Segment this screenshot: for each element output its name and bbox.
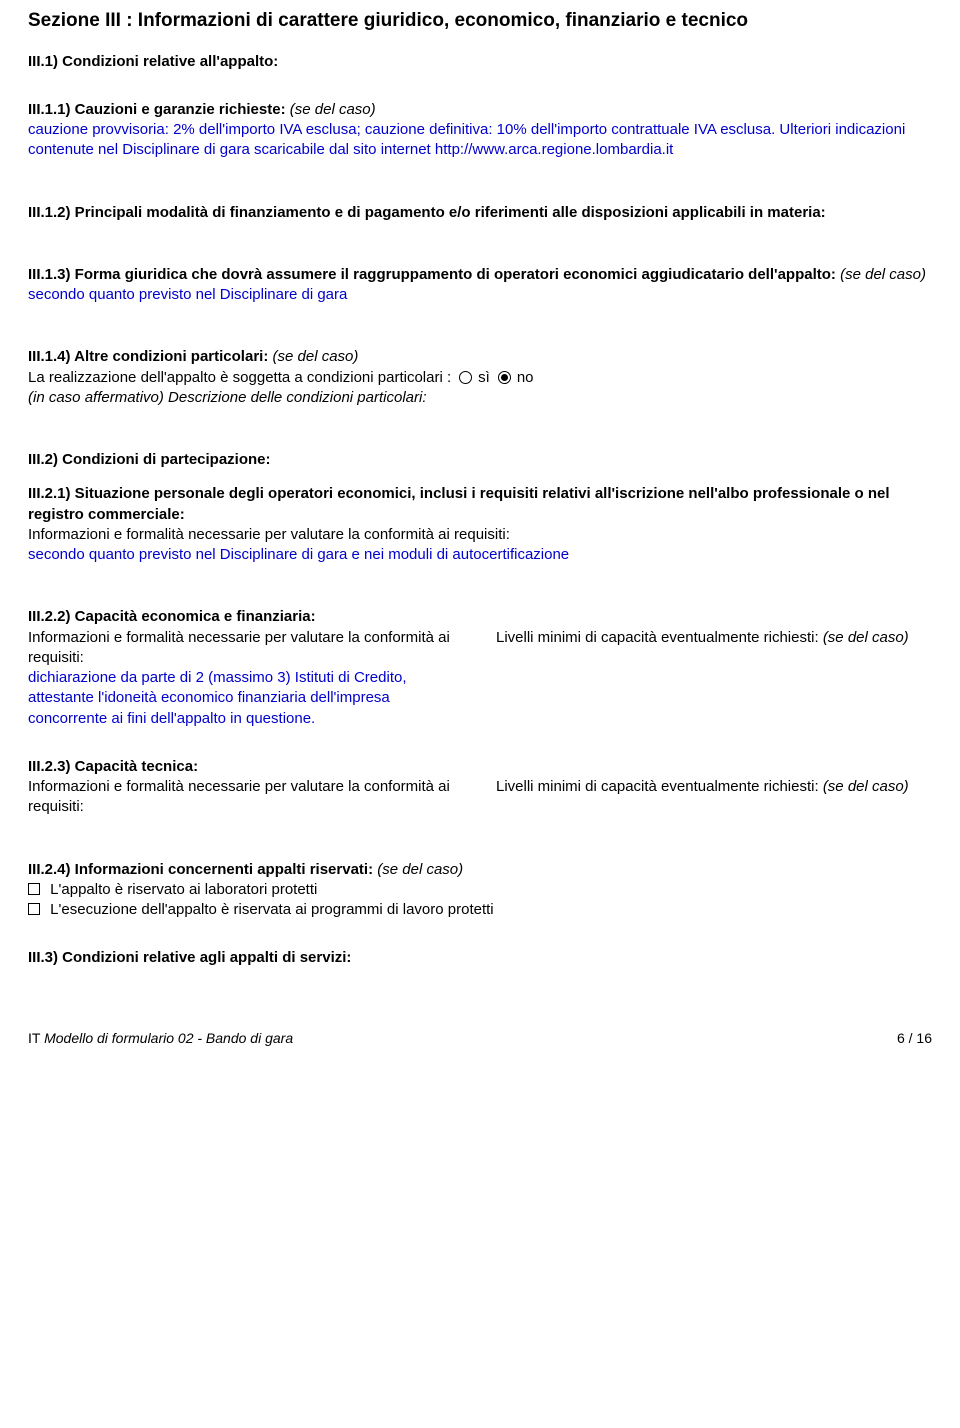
iii-1-3-block: III.1.3) Forma giuridica che dovrà assum… xyxy=(28,265,932,306)
radio-si-label: sì xyxy=(478,368,490,388)
checkbox-opt1[interactable] xyxy=(28,883,40,895)
iii-2-4-block: III.2.4) Informazioni concernenti appalt… xyxy=(28,860,932,921)
iii-1-1-block: III.1.1) Cauzioni e garanzie richieste: … xyxy=(28,100,932,161)
iii-2-4-opt2: L'esecuzione dell'appalto è riservata ai… xyxy=(50,901,493,918)
iii-2-4-label: III.2.4) Informazioni concernenti appalt… xyxy=(28,861,373,878)
footer-right: 6 / 16 xyxy=(897,1029,932,1048)
iii-2-1-label: III.2.1) Situazione personale degli oper… xyxy=(28,484,932,525)
iii-1-1-label: III.1.1) Cauzioni e garanzie richieste: xyxy=(28,101,286,118)
iii-1-3-body: secondo quanto previsto nel Disciplinare… xyxy=(28,285,932,305)
iii-3-heading: III.3) Condizioni relative agli appalti … xyxy=(28,948,932,968)
radio-no[interactable] xyxy=(498,371,511,384)
iii-2-1-sub: Informazioni e formalità necessarie per … xyxy=(28,525,932,545)
iii-2-3-label: III.2.3) Capacità tecnica: xyxy=(28,757,932,777)
iii-2-1-body: secondo quanto previsto nel Disciplinare… xyxy=(28,545,932,565)
iii-2-2-left-sub: Informazioni e formalità necessarie per … xyxy=(28,628,464,669)
footer: IT Modello di formulario 02 - Bando di g… xyxy=(28,1029,932,1048)
iii-2-4-opt1: L'appalto è riservato ai laboratori prot… xyxy=(50,881,317,898)
iii-1-2-block: III.1.2) Principali modalità di finanzia… xyxy=(28,203,932,223)
iii-2-2-block: III.2.2) Capacità economica e finanziari… xyxy=(28,607,932,729)
iii-1-4-affirm: (in caso affermativo) Descrizione delle … xyxy=(28,388,932,408)
iii-2-3-right-note: (se del caso) xyxy=(823,778,909,795)
iii-2-3-block: III.2.3) Capacità tecnica: Informazioni … xyxy=(28,757,932,818)
radio-no-label: no xyxy=(517,368,534,388)
iii-2-2-label: III.2.2) Capacità economica e finanziari… xyxy=(28,607,932,627)
iii-2-3-left-sub: Informazioni e formalità necessarie per … xyxy=(28,777,464,818)
iii-2-3-right-sub: Livelli minimi di capacità eventualmente… xyxy=(496,778,819,795)
footer-left: Modello di formulario 02 - Bando di gara xyxy=(44,1030,293,1046)
iii-1-1-body: cauzione provvisoria: 2% dell'importo IV… xyxy=(28,120,932,161)
footer-left-prefix: IT xyxy=(28,1030,44,1046)
radio-si[interactable] xyxy=(459,371,472,384)
iii-1-1-note: (se del caso) xyxy=(290,101,376,118)
iii-1-2-label: III.1.2) Principali modalità di finanzia… xyxy=(28,203,932,223)
iii-1-heading: III.1) Condizioni relative all'appalto: xyxy=(28,52,932,72)
iii-1-3-note: (se del caso) xyxy=(840,266,926,283)
iii-1-4-block: III.1.4) Altre condizioni particolari: (… xyxy=(28,347,932,408)
iii-2-1-block: III.2.1) Situazione personale degli oper… xyxy=(28,484,932,565)
iii-1-4-note: (se del caso) xyxy=(273,348,359,365)
checkbox-opt2[interactable] xyxy=(28,903,40,915)
section-title: Sezione III : Informazioni di carattere … xyxy=(28,8,932,34)
iii-2-2-left-body: dichiarazione da parte di 2 (massimo 3) … xyxy=(28,668,464,729)
iii-1-3-label: III.1.3) Forma giuridica che dovrà assum… xyxy=(28,266,836,283)
iii-1-4-label: III.1.4) Altre condizioni particolari: xyxy=(28,348,268,365)
iii-1-4-line: La realizzazione dell'appalto è soggetta… xyxy=(28,368,451,388)
iii-2-4-note: (se del caso) xyxy=(377,861,463,878)
iii-2-heading: III.2) Condizioni di partecipazione: xyxy=(28,450,932,470)
iii-2-2-right-sub: Livelli minimi di capacità eventualmente… xyxy=(496,629,819,646)
iii-2-2-right-note: (se del caso) xyxy=(823,629,909,646)
